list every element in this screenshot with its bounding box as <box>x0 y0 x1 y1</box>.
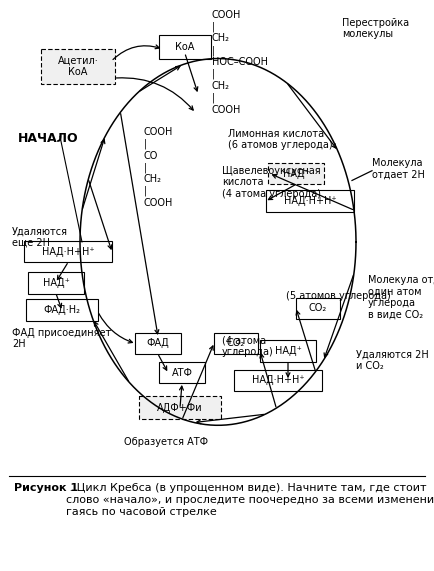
Text: НАД⁺: НАД⁺ <box>275 346 302 356</box>
Text: НАД⁺: НАД⁺ <box>43 278 69 288</box>
Text: НАД·Н+Н⁺: НАД·Н+Н⁺ <box>252 375 304 385</box>
Text: Рисунок 1: Рисунок 1 <box>14 482 78 493</box>
FancyBboxPatch shape <box>260 340 316 362</box>
FancyBboxPatch shape <box>159 35 211 59</box>
FancyBboxPatch shape <box>26 299 98 321</box>
FancyBboxPatch shape <box>268 163 324 184</box>
Text: (4 атома
углерода): (4 атома углерода) <box>222 336 274 357</box>
Text: Перестройка
молекулы: Перестройка молекулы <box>342 18 409 39</box>
FancyBboxPatch shape <box>296 297 340 319</box>
FancyBboxPatch shape <box>41 49 115 84</box>
Text: CO₂: CO₂ <box>227 339 245 348</box>
Text: ФАД·Н₂: ФАД·Н₂ <box>43 305 80 315</box>
Text: ФАД: ФАД <box>147 339 169 348</box>
Text: (5 атомов углерода): (5 атомов углерода) <box>286 291 391 301</box>
Text: Молекула
отдает 2Н: Молекула отдает 2Н <box>372 158 425 180</box>
Text: Ацетил·
КоА: Ацетил· КоА <box>58 56 99 77</box>
Text: Образуется АТФ: Образуется АТФ <box>124 437 208 447</box>
Text: АТФ: АТФ <box>171 368 193 377</box>
Text: Лимонная кислота
(6 атомов углерода): Лимонная кислота (6 атомов углерода) <box>228 128 332 150</box>
Text: НАЧАЛО: НАЧАЛО <box>18 132 79 144</box>
Text: Удаляются 2Н
и СО₂: Удаляются 2Н и СО₂ <box>356 349 429 371</box>
Text: НАД·Н+Н⁺: НАД·Н+Н⁺ <box>284 196 336 206</box>
Text: Щавелевоуксусная
кислота
(4 атома углерода): Щавелевоуксусная кислота (4 атома углеро… <box>222 166 321 199</box>
FancyBboxPatch shape <box>135 333 181 354</box>
FancyBboxPatch shape <box>24 241 112 263</box>
Text: . Цикл Кребса (в упрощенном виде). Начните там, где стоит
слово «начало», и прос: . Цикл Кребса (в упрощенном виде). Начни… <box>66 482 434 517</box>
FancyBboxPatch shape <box>234 369 322 391</box>
Text: СООН
|
СН₂
|
НОС–СООН
|
СН₂
|
СООН: СООН | СН₂ | НОС–СООН | СН₂ | СООН <box>212 10 268 115</box>
Text: Удаляются
еще 2Н: Удаляются еще 2Н <box>12 226 68 248</box>
Text: КоА: КоА <box>175 42 195 52</box>
FancyBboxPatch shape <box>159 362 205 383</box>
FancyBboxPatch shape <box>214 333 258 354</box>
Text: CO₂: CO₂ <box>309 303 327 313</box>
Text: НАД·Н+Н⁺: НАД·Н+Н⁺ <box>42 247 94 257</box>
Text: Молекула отдает
один атом
углерода
в виде СО₂: Молекула отдает один атом углерода в вид… <box>368 275 434 320</box>
Text: ФАД присоединяет
2Н: ФАД присоединяет 2Н <box>12 328 111 349</box>
Text: НАД⁺: НАД⁺ <box>283 168 309 179</box>
FancyBboxPatch shape <box>139 396 221 420</box>
FancyBboxPatch shape <box>266 190 354 212</box>
Text: СООН
|
СО
|
СН₂
|
СООН: СООН | СО | СН₂ | СООН <box>143 127 173 208</box>
Text: АДФ+Фи: АДФ+Фи <box>157 403 203 413</box>
FancyBboxPatch shape <box>28 272 84 293</box>
